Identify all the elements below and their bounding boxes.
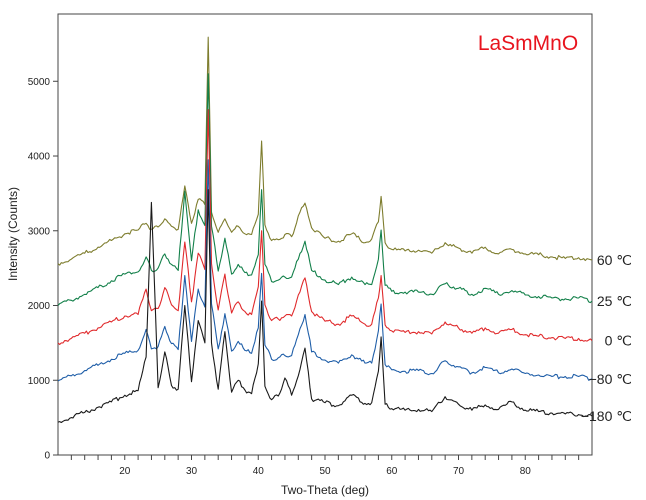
series-line <box>57 109 593 346</box>
y-tick-label: 0 <box>44 451 50 462</box>
x-tick-label: 30 <box>186 466 198 477</box>
y-tick-label: 4000 <box>28 152 51 163</box>
series-line <box>57 36 593 266</box>
x-tick-label: 60 <box>386 466 398 477</box>
series-label: 60 ℃ <box>597 252 632 268</box>
y-tick-label: 1000 <box>28 376 51 387</box>
x-tick-label: 80 <box>520 466 532 477</box>
series-label: −180 ℃ <box>581 408 632 424</box>
x-axis: 20 30 40 50 60 70 80 <box>70 455 580 477</box>
y-axis: 0 1000 2000 3000 4000 5000 <box>28 77 58 462</box>
series-label: −80 ℃ <box>589 371 632 387</box>
x-axis-title: Two-Theta (deg) <box>281 483 369 497</box>
chart-title: LaSmMnO <box>478 32 578 55</box>
x-tick-label: 20 <box>119 466 131 477</box>
series-label: 25 ℃ <box>597 293 632 309</box>
x-tick-label: 50 <box>319 466 331 477</box>
series-label: 0 ℃ <box>605 333 632 349</box>
y-tick-label: 3000 <box>28 226 51 237</box>
series-line <box>57 159 593 382</box>
series-line <box>57 73 593 306</box>
series-line <box>57 189 593 424</box>
y-axis-title: Intensity (Counts) <box>6 187 20 281</box>
y-tick-label: 5000 <box>28 77 51 88</box>
x-tick-label: 40 <box>253 466 265 477</box>
y-tick-label: 2000 <box>28 301 51 312</box>
series-lines <box>57 36 593 424</box>
x-tick-label: 70 <box>453 466 465 477</box>
series-labels: 60 ℃ 25 ℃ 0 ℃ −80 ℃ −180 ℃ <box>581 252 632 424</box>
